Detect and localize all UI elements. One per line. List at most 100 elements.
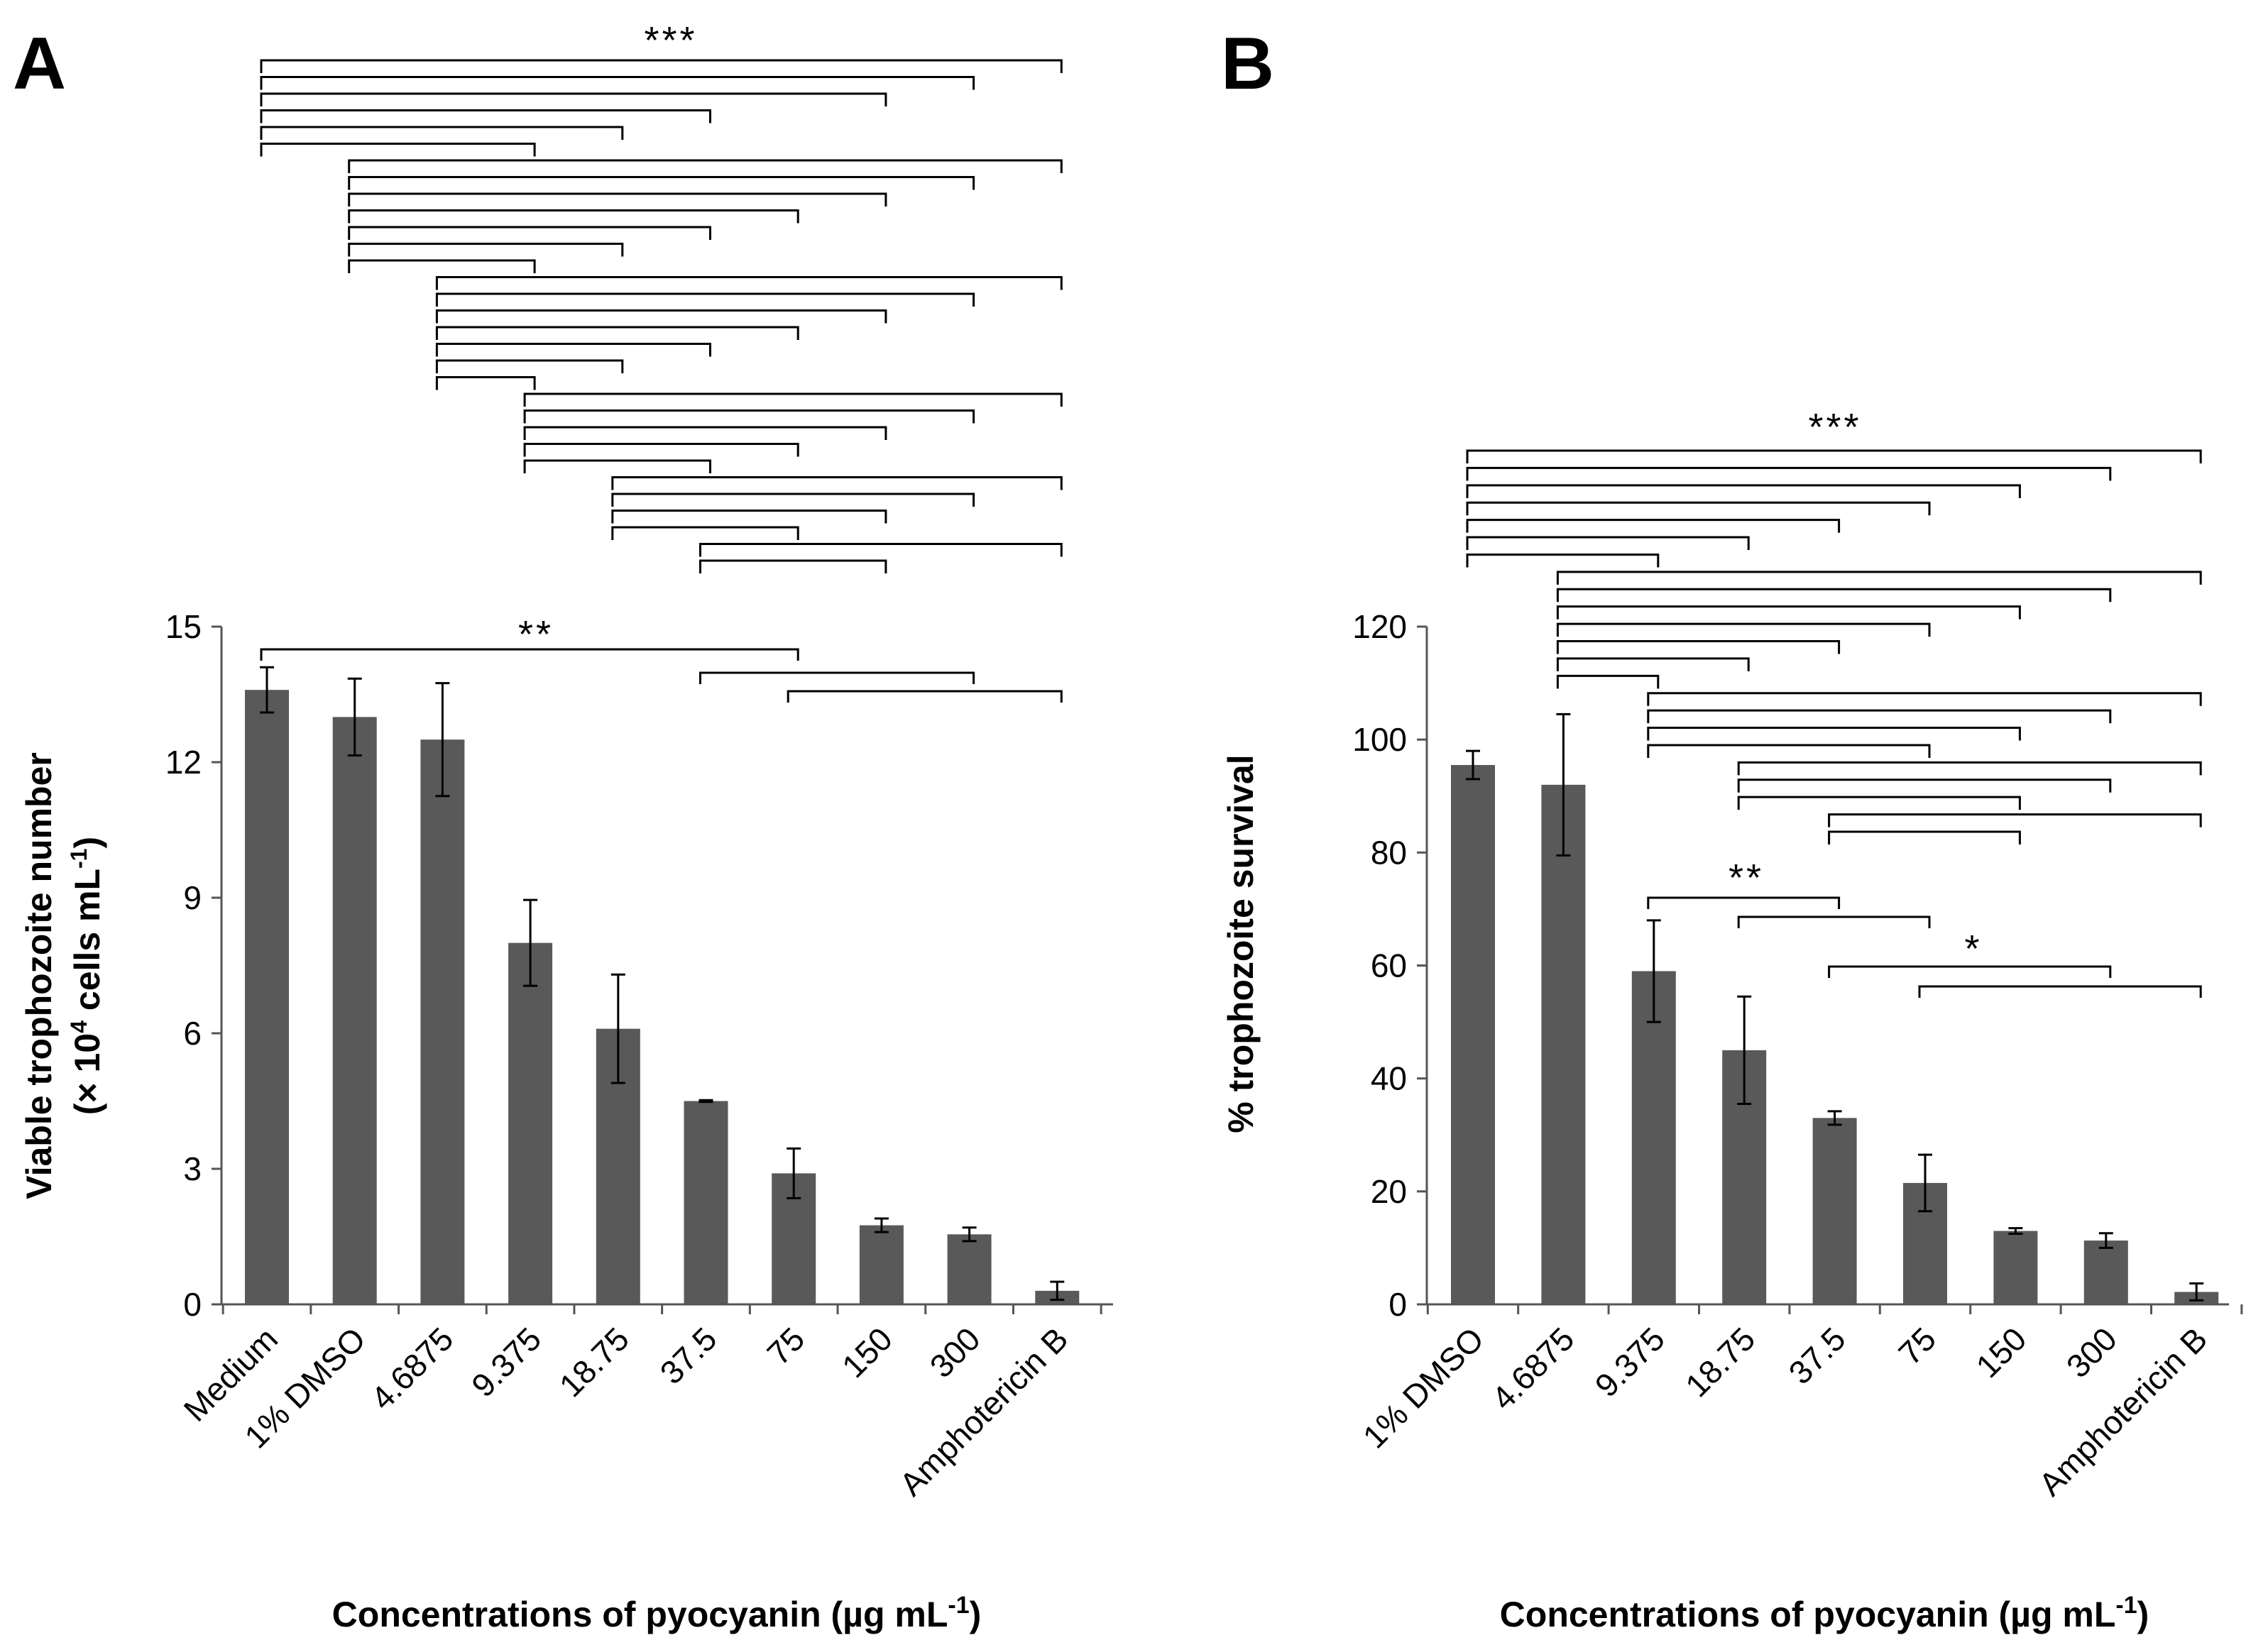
panel-b-ytick-label: 100 [1352,721,1407,758]
panel-b-significance-bracket [1556,657,1750,671]
panel-a-significance-bracket [260,59,1063,73]
panel-a-star-two: ** [518,613,554,656]
panel-a-significance-bracket [260,76,975,90]
panel-a-significance-bracket [611,510,887,524]
panel-b-bars [1451,713,2219,1304]
panel-a-ytick-label: 6 [183,1015,202,1052]
panel-b-category-label: 1% DMSO [1356,1320,1491,1455]
panel-a-category-label: 300 [923,1320,987,1385]
panel-a-significance-bracket [787,690,1063,703]
panel-b-significance-bracket [1466,466,2112,481]
panel-b-significance-bracket [1828,813,2202,827]
panel-b-category-label: 150 [1968,1320,2033,1385]
panel-a-significance-bracket [260,648,799,661]
panel-b-bar [1451,764,1495,1304]
panel-b-significance-bracket [1737,915,1931,928]
panel-b-ytick-label: 40 [1371,1060,1407,1097]
panel-b-significance-bracket [1647,692,2202,706]
panel-b-significance-bracket [1556,622,1931,637]
panel-b-significance-bracket [1918,985,2202,998]
panel-b-ytick-label: 20 [1371,1173,1407,1210]
panel-a-bar [420,739,465,1304]
panel-a-ytick-label: 0 [183,1286,202,1323]
panel-b-significance-bracket [1556,588,2112,603]
panel-b-significance-bracket [1556,674,1660,689]
panel-b-bar [2083,1240,2128,1304]
panel-b-ytick-label: 60 [1371,947,1407,984]
panel-a-bar [508,942,553,1304]
panel-b-significance-bracket [1647,896,1841,909]
panel-a-significance-bracket [260,109,711,123]
panel-b-xlabel: Concentrations of pyocyanin (µg mL-1) [1500,1592,2149,1634]
panel-b-category-label: 75 [1891,1320,1943,1372]
panel-a-significance-bracket [348,259,536,273]
panel-b-letter: B [1221,23,1274,105]
panel-a-significance-bracket [348,176,975,190]
panel-b-significance-bracket [1556,605,2021,620]
panel-a-significance-bracket [348,226,711,240]
panel-b-category-label: 18.75 [1678,1320,1762,1404]
panel-a-ytick-label: 3 [183,1150,202,1187]
panel-a-significance-bracket [611,493,975,507]
panel-a-significance-bracket [435,292,975,307]
panel-a-significance-bracket [699,559,887,573]
panel-b-bar [1541,784,1586,1304]
panel-b-star-two: ** [1729,857,1764,899]
panel-a-letter: A [13,23,66,105]
panel-a-significance-bracket [611,476,1063,490]
panel-b-significance-bracket [1737,779,2112,793]
panel-a-bar [332,717,377,1304]
panel-a-ylabel-line2: (× 104 cells mL-1) [66,837,107,1115]
panel-a-bar [947,1234,992,1304]
panel-b-significance-bracket [1647,727,2021,741]
panel-b-significance-bracket [1737,761,2202,776]
panel-a-significance-bracket [523,426,887,440]
panel-b-significance-bracket [1466,449,2202,463]
panel-b-category-label: 300 [2059,1320,2124,1385]
panel-a-significance-bracket [348,192,887,207]
panel-a-ytick-label: 15 [165,608,202,645]
panel-a-significance-bracket [260,92,887,106]
panel-a-significance-bracket [523,409,975,424]
panel-a-category-label: 4.6875 [363,1320,460,1416]
panel-b-significance-bracket [1466,501,1931,516]
panel-b-significance-bracket [1647,709,2112,724]
panel-b-star-three: *** [1808,406,1861,449]
panel-a-xlabel: Concentrations of pyocyanin (µg mL-1) [332,1592,982,1634]
panel-a-category-label: 9.375 [464,1320,548,1404]
panel-b-significance-bracket [1828,830,2021,844]
panel-b-category-label: Amphotericin B [2032,1320,2214,1502]
panel-b-significance-bracket [1466,519,1841,533]
panel-b-ytick-label: 0 [1388,1286,1407,1323]
panel-b-significance-bracket [1466,553,1660,568]
panel-a-significance-bracket [348,159,1063,173]
panel-b-significance-bracket [1466,484,2021,498]
panel-a-significance-bracket [348,243,624,257]
panel-a-significance-bracket [435,376,536,390]
panel-b-ylabel: % trophozoite survival [1221,754,1261,1133]
panel-a-significance-bracket [699,671,975,684]
panel-a-significance-bracket [435,343,711,357]
panel-a-category-label: 18.75 [552,1320,636,1404]
panel-a-significance [260,59,1063,703]
panel-a-star-three: *** [644,19,697,62]
panel-a-ylabel-line1: Viable trophozoite number [19,752,59,1199]
panel-a-significance-bracket [435,359,624,373]
panel-b-ytick-label: 80 [1371,834,1407,871]
panel-a-category-label: 75 [760,1320,811,1372]
panel-b-bar [1631,971,1676,1304]
panel-b-significance-bracket [1737,796,2021,810]
panel-a-significance-bracket [260,126,624,140]
panel-a-bar [859,1225,904,1304]
panel-a-significance-bracket [611,526,799,540]
panel-a-bars [245,666,1080,1304]
panel-b-significance-bracket [1556,640,1841,654]
panel-a-significance-bracket [260,143,536,157]
panel-b-significance-bracket [1466,536,1750,551]
panel-b-ytick-label: 120 [1352,608,1407,645]
panel-b-significance-bracket [1556,571,2202,585]
panel-a-significance-bracket [523,392,1063,407]
panel-b-significance [1466,449,2202,998]
